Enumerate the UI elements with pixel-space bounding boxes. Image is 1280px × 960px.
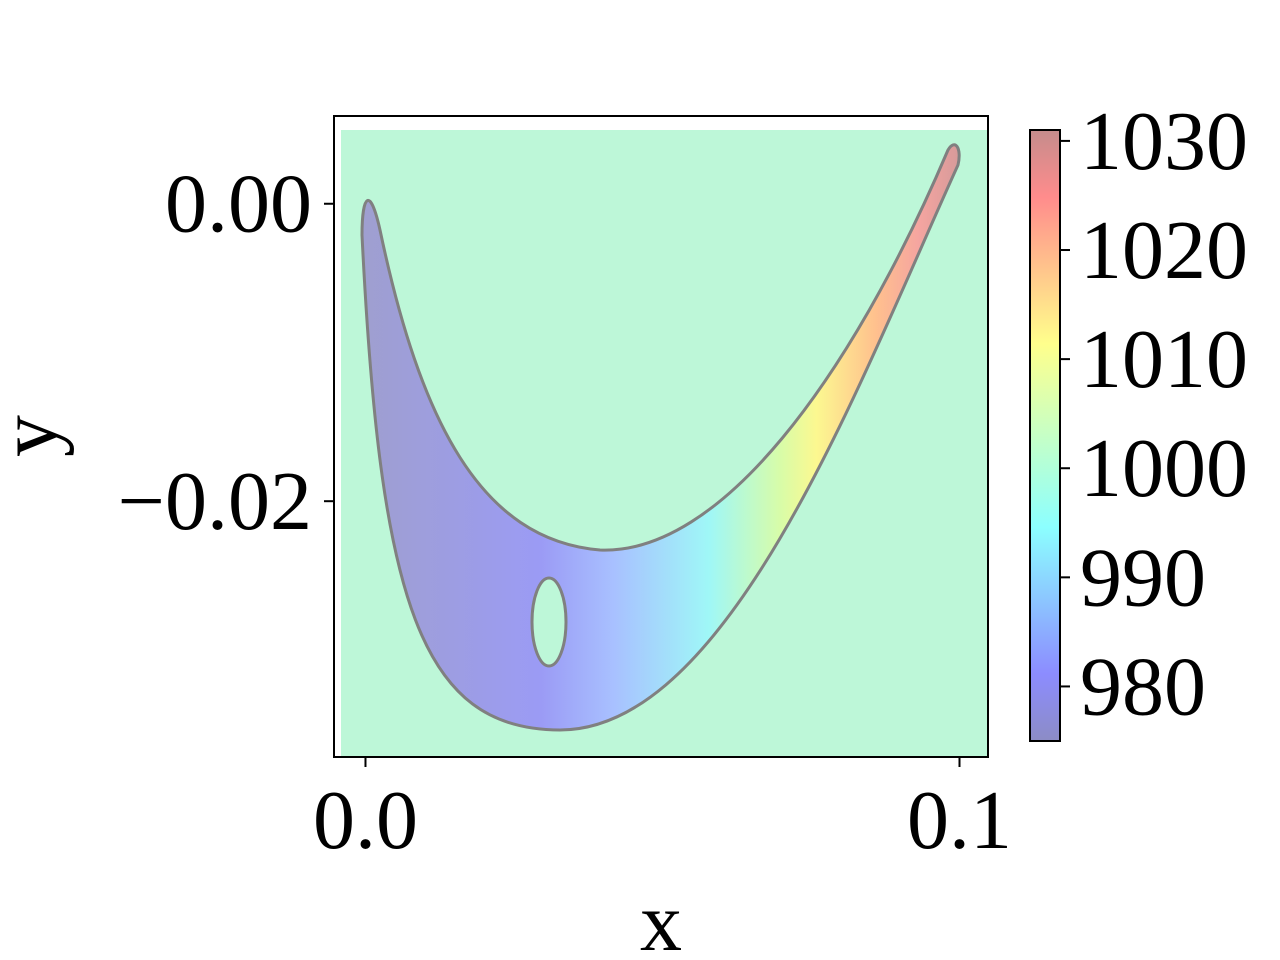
- colorbar-frame: [1029, 129, 1061, 742]
- colorbar-tick-label: 1030: [1080, 95, 1248, 188]
- plot-area: [333, 115, 989, 758]
- domain-hole: [530, 576, 568, 668]
- x-axis-label: x: [640, 876, 682, 960]
- x-tick-label: 0.1: [907, 774, 1012, 867]
- colorbar-ticks: 980 990 1000 1010 1020 1030: [1060, 95, 1248, 733]
- colorbar-tick-label: 980: [1080, 640, 1206, 733]
- colorbar-tick-label: 1010: [1080, 313, 1248, 406]
- colorbar-tick-label: 1000: [1080, 422, 1248, 515]
- y-tick-label: −0.02: [118, 455, 312, 548]
- y-axis-label: y: [0, 415, 75, 457]
- x-axis: 0.0 0.1: [313, 757, 1012, 867]
- y-axis: 0.00 −0.02: [118, 158, 334, 548]
- x-tick-label: 0.0: [313, 774, 418, 867]
- plot-frame: [333, 115, 989, 758]
- colorbar: 980 990 1000 1010 1020 1030: [1029, 95, 1248, 742]
- colorbar-tick-label: 1020: [1080, 204, 1248, 297]
- domain-region: [360, 143, 961, 732]
- colorbar-fill: [1030, 130, 1060, 741]
- y-tick-label: 0.00: [165, 158, 312, 251]
- colorbar-tick-label: 990: [1080, 531, 1206, 624]
